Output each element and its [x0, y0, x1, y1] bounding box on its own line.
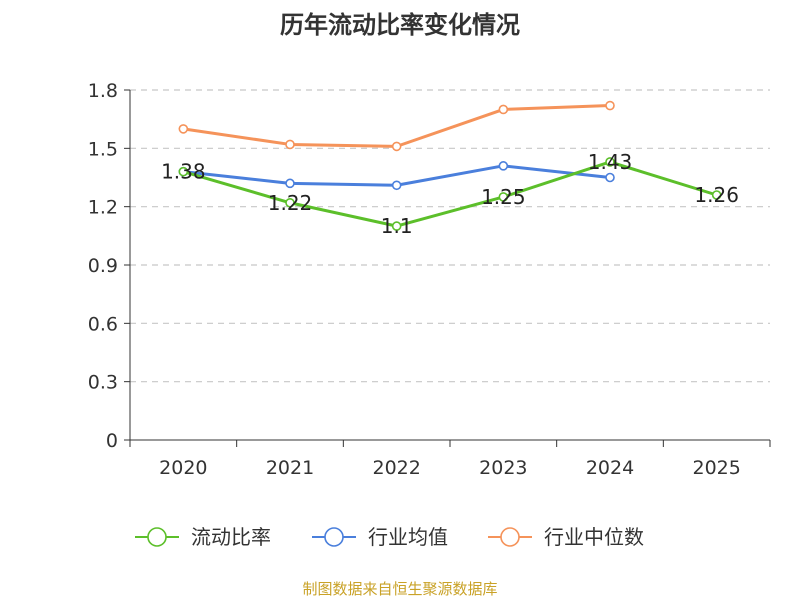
axes: 0 0.3 0.6 0.9 1.2 1.5 1.8 2020 2021 2022 2023 2024 2… — [88, 80, 771, 479]
legend-item-2[interactable]: 行业中位数 — [488, 525, 644, 549]
data-label-2025: 1.26 — [694, 183, 739, 207]
series-group — [178, 100, 722, 231]
point-s0-2021 — [285, 197, 295, 208]
legend-label-0: 流动比率 — [191, 525, 271, 549]
point-s2-2020 — [178, 124, 189, 134]
x-tick-label-2020: 2020 — [159, 457, 207, 479]
point-s2-2024 — [605, 100, 615, 111]
legend[interactable]: 流动比率 行业均值 行业中位数 — [135, 525, 644, 549]
legend-marker-2 — [500, 527, 520, 547]
legend-label-2: 行业中位数 — [544, 525, 644, 549]
point-s0-2020 — [178, 166, 189, 177]
point-s0-2022 — [391, 221, 402, 231]
point-s0-2024 — [605, 157, 615, 167]
data-label-2021: 1.22 — [268, 191, 313, 215]
y-tick-label-6: 1.8 — [88, 80, 118, 102]
data-label-2023: 1.25 — [481, 185, 526, 209]
chart-title: 历年流动比率变化情况 — [280, 11, 520, 39]
x-tick-label-2022: 2022 — [372, 457, 420, 479]
series-line-0 — [182, 160, 718, 228]
y-tick-label-5: 1.5 — [88, 138, 118, 160]
x-tick-label-2025: 2025 — [692, 457, 740, 479]
legend-item-1[interactable]: 行业均值 — [312, 525, 448, 549]
y-tick-label-1: 0.3 — [88, 372, 118, 394]
x-tick-label-2024: 2024 — [586, 457, 634, 479]
legend-label-1: 行业均值 — [368, 525, 448, 549]
point-s1-2024 — [605, 172, 615, 183]
point-s2-2021 — [285, 139, 295, 150]
y-tick-label-3: 0.9 — [88, 255, 118, 277]
series-line-2 — [183, 104, 611, 148]
point-s1-2021 — [285, 178, 295, 189]
y-tick-label-2: 0.6 — [88, 313, 118, 335]
x-tick-label-2023: 2023 — [479, 457, 527, 479]
point-s1-2022 — [391, 180, 402, 191]
data-label-2022: 1.1 — [381, 214, 413, 238]
point-s0-2023 — [498, 192, 509, 202]
legend-marker-1 — [324, 527, 344, 547]
y-tick-label-0: 0 — [106, 430, 118, 452]
x-tick-label-2021: 2021 — [266, 457, 314, 479]
point-s2-2023 — [498, 104, 509, 115]
point-s0-2025 — [711, 190, 722, 200]
y-tick-label-4: 1.2 — [88, 197, 118, 219]
grid-lines — [130, 89, 770, 383]
point-s2-2022 — [391, 141, 402, 152]
legend-marker-0 — [147, 527, 167, 547]
point-s1-2023 — [498, 161, 509, 171]
legend-item-0[interactable]: 流动比率 — [135, 525, 271, 549]
data-labels: 1.38 1.22 1.1 1.25 1.43 1.26 — [161, 150, 739, 238]
source-note: 制图数据来自恒生聚源数据库 — [302, 580, 497, 598]
data-label-2024: 1.43 — [588, 150, 633, 174]
data-label-2020: 1.38 — [161, 160, 206, 184]
